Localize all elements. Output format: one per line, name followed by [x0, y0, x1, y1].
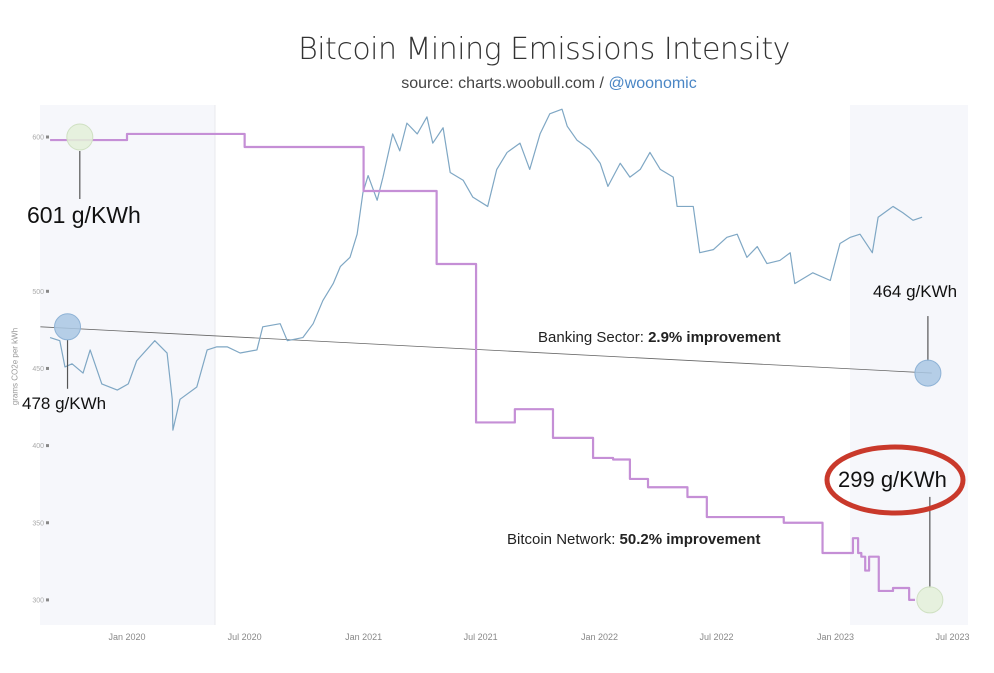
banking-annotation-prefix: Banking Sector:	[538, 329, 649, 346]
bitcoin-annotation-value: 50.2% improvement	[619, 531, 761, 548]
marker-circle	[54, 313, 82, 341]
x-tick-label: Jul 2020	[228, 632, 262, 642]
y-axis-label: grams CO2e per kWh	[10, 327, 20, 406]
y-tick-label: 450	[32, 366, 44, 373]
shaded-region-right	[850, 105, 968, 625]
marker-label-start-banking: 478 g/KWh	[22, 394, 107, 413]
marker-circle	[66, 123, 94, 151]
x-tick-label: Jan 2021	[345, 632, 382, 642]
y-tick-mark	[46, 598, 49, 602]
source-text: source: charts.woobull.com /	[401, 75, 609, 92]
author-handle-link[interactable]: @woonomic	[608, 75, 697, 92]
x-tick-label: Jan 2020	[108, 632, 145, 642]
y-tick-mark	[46, 289, 49, 293]
marker-label-end-banking: 464 g/KWh	[873, 282, 958, 301]
marker-circle	[916, 586, 944, 614]
price-line	[49, 108, 923, 431]
y-tick-label: 400	[32, 443, 44, 450]
chart-subtitle: source: charts.woobull.com / @woonomic	[0, 75, 994, 93]
y-tick-mark	[46, 444, 49, 448]
banking-sector-line	[40, 326, 932, 374]
highlight-ellipse	[824, 444, 966, 516]
marker-label-start-bitcoin: 601 g/KWh	[27, 202, 141, 228]
marker-label-end-bitcoin: 299 g/KWh	[838, 467, 947, 492]
x-tick-label: Jan 2022	[581, 632, 618, 642]
bitcoin-network-line	[50, 132, 915, 601]
chart-title: Bitcoin Mining Emissions Intensity	[298, 32, 790, 67]
y-tick-mark	[46, 135, 49, 139]
y-tick-mark	[46, 366, 49, 370]
x-tick-label: Jul 2021	[464, 632, 498, 642]
x-tick-label: Jul 2022	[700, 632, 734, 642]
banking-annotation-value: 2.9% improvement	[648, 329, 781, 346]
bitcoin-annotation-prefix: Bitcoin Network:	[507, 531, 620, 548]
y-tick-mark	[46, 521, 49, 525]
y-tick-label: 350	[32, 520, 44, 527]
x-tick-label: Jan 2023	[817, 632, 854, 642]
y-tick-label: 300	[32, 597, 44, 604]
bitcoin-annotation: Bitcoin Network: 50.2% improvement	[507, 531, 760, 548]
y-tick-label: 500	[32, 289, 44, 296]
shaded-region-left	[40, 105, 215, 625]
x-tick-label: Jul 2023	[935, 632, 969, 642]
banking-annotation: Banking Sector: 2.9% improvement	[538, 329, 781, 346]
y-tick-label: 600	[32, 135, 44, 142]
marker-circle	[914, 359, 942, 387]
